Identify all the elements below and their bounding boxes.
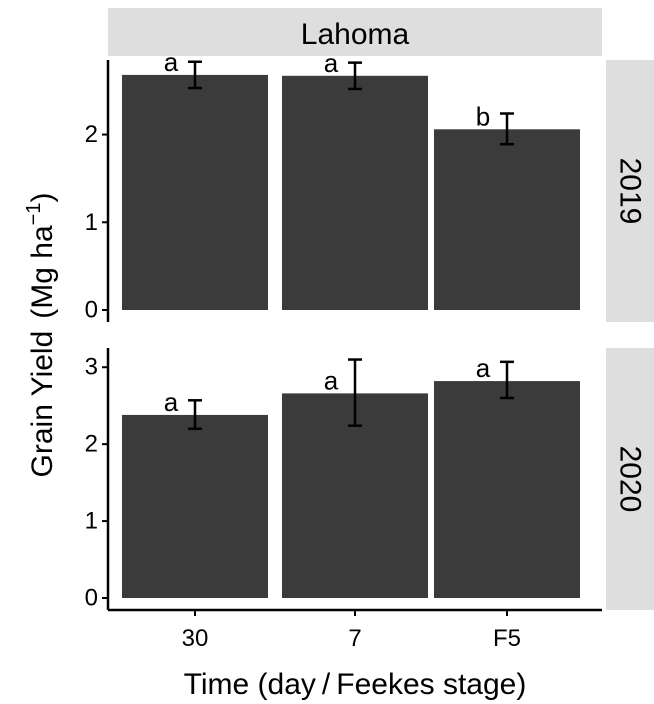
error-bar-2020-7 (348, 358, 362, 427)
bar-2020-7 (282, 393, 428, 598)
y-tick-label: 2 (85, 121, 98, 148)
y-tick-label: 0 (85, 297, 98, 324)
significance-letter-2019-30: a (164, 47, 179, 77)
y-axis-title: Grain Yield (Mg ha−1) (23, 193, 59, 478)
bar-2020-F5 (434, 381, 580, 598)
row-strip-label-2019: 2019 (614, 158, 647, 225)
y-tick-label: 1 (85, 508, 98, 535)
significance-letter-2020-7: a (324, 365, 339, 395)
significance-letter-2020-30: a (164, 387, 179, 417)
bar-2020-30 (122, 414, 268, 598)
significance-letter-2020-F5: a (476, 353, 491, 383)
x-tick-label-7: 7 (348, 625, 361, 652)
y-axis-title-unit: (Mg ha (26, 225, 59, 319)
error-bar-2020-30 (188, 399, 202, 431)
row-strip-2019 (606, 60, 654, 322)
y-axis-title-unit-exp: −1 (23, 203, 45, 226)
bar-2019-30 (122, 74, 268, 310)
row-strip-2020 (606, 348, 654, 610)
x-tick-label-F5: F5 (493, 625, 521, 652)
bar-2019-F5 (434, 129, 580, 310)
panel-2019: 0 1 2 a a b (85, 47, 580, 324)
error-bar-2020-F5 (500, 360, 514, 400)
panel-2020: 0 1 2 3 a a a (85, 348, 580, 612)
error-bar-2019-F5 (500, 112, 514, 146)
y-axis-title-unit-close: ) (26, 193, 59, 203)
y-axis-title-main: Grain Yield (26, 331, 59, 478)
x-axis-title: Time (day / Feekes stage) (184, 668, 527, 701)
significance-letter-2019-F5: b (476, 101, 490, 131)
panels: 0 1 2 a a b 0 1 2 3 a a a 30 7 F5 (85, 47, 602, 652)
error-bar-2019-7 (348, 61, 362, 91)
error-bar-2019-30 (188, 60, 202, 90)
column-strip (108, 8, 602, 56)
y-tick-label: 3 (85, 354, 98, 381)
y-tick-label: 1 (85, 209, 98, 236)
y-tick-label: 2 (85, 431, 98, 458)
row-strip-label-2020: 2020 (614, 446, 647, 513)
y-tick-label: 0 (85, 585, 98, 612)
bar-2019-7 (282, 75, 428, 310)
x-tick-label-30: 30 (182, 625, 209, 652)
column-strip-label: Lahoma (301, 18, 410, 51)
significance-letter-2019-7: a (324, 48, 339, 78)
